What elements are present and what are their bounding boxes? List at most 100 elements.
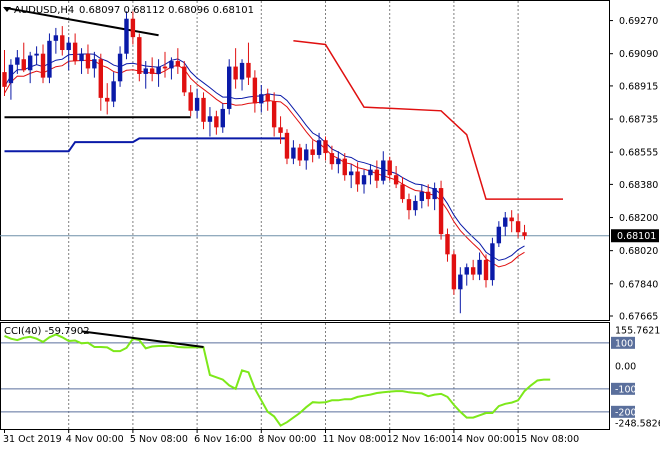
cci-tick-label: 155.7621 bbox=[615, 326, 660, 337]
candle-body bbox=[265, 94, 270, 102]
candle-body bbox=[323, 140, 328, 154]
candle-body bbox=[182, 66, 187, 93]
cci-trendline bbox=[81, 330, 204, 348]
candle-body bbox=[259, 94, 264, 104]
candle-body bbox=[336, 158, 341, 165]
cci-series bbox=[4, 333, 551, 427]
cci-plot-frame bbox=[0, 322, 610, 430]
candle-body bbox=[445, 234, 450, 255]
candle-body bbox=[426, 191, 431, 200]
candle-body bbox=[464, 267, 469, 275]
support-step-line bbox=[4, 137, 287, 153]
candle-body bbox=[291, 147, 296, 159]
candle-body bbox=[304, 149, 309, 161]
cci-label: CCI(40) -59.7902 bbox=[4, 326, 90, 337]
candle-body bbox=[381, 160, 386, 181]
price-tick-label: 0.68200 bbox=[619, 213, 658, 224]
candle-body bbox=[413, 200, 418, 211]
price-tick-label: 0.68020 bbox=[619, 246, 658, 257]
candle-body bbox=[297, 147, 303, 161]
candle-body bbox=[79, 53, 84, 62]
cci-levels bbox=[1, 342, 609, 413]
candle-body bbox=[496, 226, 502, 244]
cci-tick-label: -248.5826 bbox=[615, 419, 660, 430]
candle-body bbox=[162, 66, 168, 69]
candle-body bbox=[21, 59, 26, 71]
candle-body bbox=[477, 259, 482, 275]
cci-level-badge bbox=[611, 405, 635, 418]
candle-body bbox=[15, 57, 20, 65]
candle-body bbox=[188, 92, 193, 111]
last-price-badge bbox=[611, 229, 659, 243]
price-tick-label: 0.68380 bbox=[619, 180, 658, 191]
candle-body bbox=[329, 153, 335, 165]
candle-body bbox=[438, 188, 444, 235]
candle-body bbox=[515, 221, 521, 233]
candle-body bbox=[342, 158, 347, 176]
candle-body bbox=[8, 64, 14, 84]
candle-body bbox=[400, 184, 405, 200]
candle-body bbox=[284, 132, 290, 159]
candle-body bbox=[239, 62, 245, 80]
candle-body bbox=[40, 53, 46, 78]
candle-body bbox=[503, 217, 508, 227]
price-tick-label: 0.69090 bbox=[619, 49, 658, 60]
time-tick-label: 11 Nov 08:00 bbox=[323, 434, 387, 445]
time-tick-label: 15 Nov 08:00 bbox=[515, 434, 579, 445]
candle-body bbox=[271, 101, 277, 128]
candle-body bbox=[169, 61, 174, 69]
price-tick-label: 0.67665 bbox=[619, 312, 658, 323]
cci-level-badge bbox=[611, 336, 635, 349]
candle-body bbox=[483, 259, 489, 281]
candle-body bbox=[451, 254, 457, 290]
last-price-label: 0.68101 bbox=[617, 231, 656, 242]
symbol-label: AUDUSD,H4 bbox=[14, 5, 74, 16]
cci-line bbox=[4, 330, 551, 427]
price-axis: 0.69270 0.69090 0.68915 0.68735 0.68555 0.683… bbox=[609, 16, 659, 323]
stop-step-line bbox=[293, 40, 563, 200]
candle-body bbox=[72, 42, 78, 62]
candle-body bbox=[458, 274, 463, 290]
cci-tick-label: -100 bbox=[615, 384, 637, 395]
candle-body bbox=[194, 97, 200, 111]
time-axis: 31 Oct 2019 4 Nov 00:00 5 Nov 08:00 6 Nov 1… bbox=[3, 429, 579, 445]
candle-body bbox=[117, 53, 123, 82]
candle-body bbox=[2, 72, 7, 87]
candle-body bbox=[66, 42, 71, 51]
candle-body bbox=[175, 61, 181, 67]
candle-body bbox=[220, 108, 225, 128]
candle-body bbox=[98, 59, 103, 98]
time-tick-label: 6 Nov 16:00 bbox=[194, 434, 252, 445]
candle-body bbox=[374, 169, 380, 181]
price-tick-label: 0.68735 bbox=[619, 115, 658, 126]
time-tick-label: 8 Nov 00:00 bbox=[258, 434, 316, 445]
candle-body bbox=[522, 232, 527, 236]
candle-body bbox=[34, 53, 39, 56]
candle-body bbox=[201, 97, 206, 122]
collapse-arrow-icon[interactable] bbox=[3, 7, 11, 12]
candle-body bbox=[355, 171, 360, 185]
candle-body bbox=[27, 55, 33, 71]
candle-body bbox=[509, 217, 514, 222]
candle-body bbox=[53, 35, 59, 41]
price-tick-label: 0.69270 bbox=[619, 16, 658, 27]
candle-body bbox=[124, 18, 129, 54]
time-tick-label: 5 Nov 08:00 bbox=[130, 434, 188, 445]
fast-ma-line bbox=[4, 59, 525, 268]
candle-body bbox=[348, 171, 354, 176]
time-tick-label: 4 Nov 00:00 bbox=[66, 434, 124, 445]
candle-body bbox=[393, 175, 399, 185]
price-tick-label: 0.68915 bbox=[619, 81, 658, 92]
ohlc-label: 0.68097 0.68112 0.68096 0.68101 bbox=[79, 5, 254, 16]
candle-body bbox=[278, 127, 283, 133]
time-tick-label: 14 Nov 00:00 bbox=[451, 434, 515, 445]
price-tick-label: 0.68555 bbox=[619, 148, 658, 159]
candle-body bbox=[470, 267, 476, 275]
candle-body bbox=[406, 199, 412, 211]
candle-body bbox=[214, 116, 219, 128]
candle-body bbox=[361, 175, 367, 185]
time-tick-label: 12 Nov 16:00 bbox=[387, 434, 451, 445]
candle-body bbox=[387, 160, 392, 176]
